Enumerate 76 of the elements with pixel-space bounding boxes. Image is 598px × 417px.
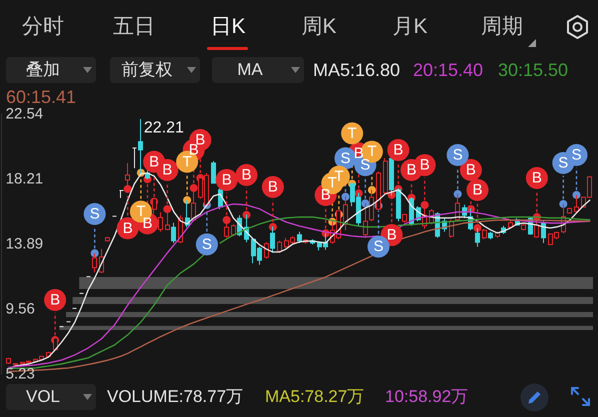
candlestick	[119, 190, 124, 198]
text: VOLUME:78.77万	[107, 387, 244, 407]
candlestick	[6, 357, 11, 364]
y-tick-label: 9.56	[6, 300, 35, 318]
data-label: B	[222, 171, 232, 188]
point	[572, 190, 580, 199]
candlestick	[488, 231, 493, 240]
text: 分时	[22, 14, 64, 40]
text: 30:15.50	[498, 60, 568, 80]
candlestick	[376, 171, 381, 210]
text: 10:58.92万	[385, 387, 468, 407]
candlestick	[541, 220, 546, 244]
text: MA	[237, 60, 263, 80]
candlestick	[297, 231, 302, 244]
data-label: B	[466, 162, 476, 179]
candlestick	[171, 222, 176, 244]
candlestick	[211, 160, 216, 184]
data-label: B	[406, 162, 417, 179]
annotation: 22.21	[144, 119, 184, 136]
point	[342, 192, 350, 201]
data-label: B	[472, 182, 483, 198]
point	[368, 186, 376, 194]
text: 周K	[301, 14, 337, 40]
data-label: B	[142, 214, 153, 232]
candlestick	[231, 224, 236, 237]
data-label: B	[162, 162, 172, 179]
text: VOL	[26, 387, 60, 407]
text: 60:15.41	[6, 87, 76, 107]
data-label: B	[241, 166, 252, 184]
candlestick	[567, 207, 572, 214]
text: 前复权	[122, 60, 172, 80]
point	[242, 210, 250, 219]
candlestick	[402, 213, 407, 224]
data-label: B	[532, 169, 542, 186]
point	[268, 222, 277, 231]
text: MA5:16.80	[313, 60, 400, 80]
y-tick-label: 22.54	[6, 106, 44, 122]
point	[90, 249, 99, 258]
text: 叠加	[26, 60, 60, 80]
data-label: S	[373, 238, 384, 256]
y-tick-label: 13.89	[6, 235, 44, 252]
data-label: B	[50, 291, 60, 308]
text: 周期	[481, 14, 523, 40]
data-label: B	[268, 178, 278, 196]
text: 五日	[113, 14, 155, 40]
candlestick	[13, 362, 18, 366]
data-label: S	[202, 236, 212, 253]
text: MA5:78.27万	[265, 387, 364, 407]
data-label: S	[340, 150, 351, 167]
data-label: B	[320, 186, 331, 204]
data-label: T	[334, 168, 344, 186]
point	[190, 184, 198, 192]
data-label: B	[386, 226, 397, 244]
data-label: B	[122, 220, 133, 237]
point	[163, 205, 172, 214]
data-label: S	[571, 146, 582, 164]
candlestick	[132, 147, 137, 169]
point	[559, 200, 568, 208]
data-label: B	[149, 153, 160, 170]
point	[474, 224, 482, 232]
point	[420, 201, 429, 210]
data-label: T	[348, 124, 357, 142]
data-label: S	[558, 154, 568, 172]
candlestick	[521, 224, 526, 231]
text: 日K	[210, 14, 246, 40]
data-label: S	[90, 206, 100, 223]
text: 20:15.40	[413, 60, 484, 80]
candlestick	[105, 236, 110, 242]
text: 月K	[392, 14, 428, 40]
data-label: B	[393, 142, 404, 159]
data-label: B	[420, 156, 430, 174]
point	[183, 196, 192, 204]
data-label: S	[452, 146, 463, 164]
candlestick	[508, 220, 513, 228]
y-tick-label: 18.21	[6, 170, 44, 188]
data-label: T	[182, 153, 192, 170]
